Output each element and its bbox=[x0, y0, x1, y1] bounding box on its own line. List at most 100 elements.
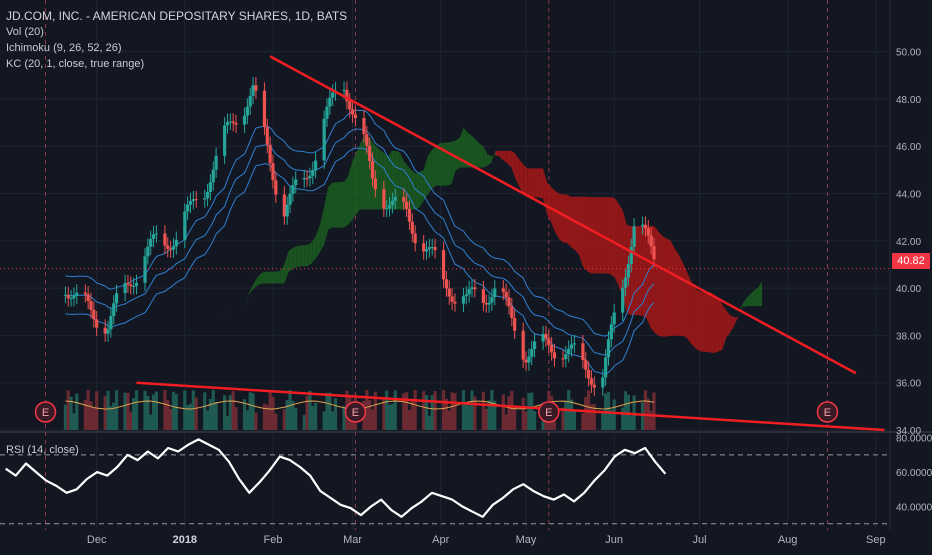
candle-body bbox=[428, 247, 431, 249]
volume-bar bbox=[135, 390, 138, 430]
candle-body bbox=[581, 343, 584, 360]
volume-bar bbox=[527, 393, 530, 430]
candle-body bbox=[135, 283, 138, 286]
candle-body bbox=[283, 194, 286, 216]
candle-body bbox=[311, 170, 314, 176]
candle-body bbox=[587, 370, 590, 379]
time-tick-label: Feb bbox=[263, 534, 282, 546]
candle-body bbox=[550, 345, 553, 352]
candle-body bbox=[115, 293, 118, 303]
earnings-marker-label: E bbox=[352, 407, 359, 419]
rsi-tick-label: 60.0000 bbox=[896, 468, 932, 479]
candle-body bbox=[624, 278, 627, 288]
candle-body bbox=[271, 163, 274, 180]
volume-bar bbox=[482, 392, 485, 430]
volume-bar bbox=[325, 393, 328, 430]
volume-bar bbox=[203, 392, 206, 430]
candle-body bbox=[382, 189, 385, 209]
volume-bar bbox=[570, 400, 573, 430]
candle-body bbox=[95, 319, 98, 327]
candle-body bbox=[92, 310, 95, 319]
volume-bar bbox=[129, 412, 132, 430]
cloud-segment bbox=[643, 226, 647, 318]
candle-body bbox=[593, 385, 596, 388]
price-tick-label: 42.00 bbox=[896, 237, 921, 248]
volume-bar bbox=[328, 393, 331, 430]
volume-bar bbox=[510, 391, 513, 430]
candle-body bbox=[328, 98, 331, 107]
volume-bar bbox=[294, 408, 297, 430]
cloud-segment bbox=[655, 226, 659, 336]
candle-body bbox=[163, 234, 166, 246]
earnings-marker-label: E bbox=[824, 407, 831, 419]
cloud-segment bbox=[280, 264, 284, 283]
candle-body bbox=[544, 334, 547, 338]
candle-body bbox=[405, 202, 408, 209]
cloud-segment bbox=[607, 197, 611, 274]
price-tick-label: 40.00 bbox=[896, 284, 921, 295]
earnings-marker-label: E bbox=[42, 407, 49, 419]
candle-body bbox=[473, 287, 476, 289]
cloud-segment bbox=[611, 197, 615, 277]
cloud-segment bbox=[670, 240, 674, 336]
volume-bar bbox=[584, 397, 587, 430]
candle-body bbox=[325, 107, 328, 119]
candle-body bbox=[650, 236, 653, 247]
volume-bar bbox=[303, 415, 306, 430]
candle-body bbox=[75, 293, 78, 296]
chart-title[interactable]: JD.COM, INC. - AMERICAN DEPOSITARY SHARE… bbox=[6, 8, 347, 24]
cloud-segment bbox=[575, 197, 579, 255]
rsi-tick-label: 80.0000 bbox=[896, 434, 932, 445]
volume-bar bbox=[448, 411, 451, 430]
volume-bar bbox=[67, 390, 70, 430]
volume-bar bbox=[206, 410, 209, 430]
cloud-segment bbox=[714, 295, 718, 353]
cloud-segment bbox=[487, 154, 491, 166]
candle-body bbox=[195, 199, 198, 200]
cloud-segment bbox=[193, 297, 197, 301]
cloud-segment bbox=[535, 168, 539, 197]
cloud-segment bbox=[340, 182, 344, 228]
volume-bar bbox=[246, 410, 249, 430]
cloud-segment bbox=[722, 305, 726, 350]
legend-volume[interactable]: Vol (20) bbox=[6, 24, 347, 40]
candle-body bbox=[84, 293, 87, 295]
candle-body bbox=[226, 122, 229, 125]
cloud-segment bbox=[169, 295, 173, 297]
legend-keltner[interactable]: KC (20, 1, close, true range) bbox=[6, 56, 347, 72]
candle-body bbox=[72, 296, 75, 298]
candle-body bbox=[647, 228, 650, 235]
volume-bar bbox=[573, 410, 576, 430]
cloud-segment bbox=[555, 191, 559, 239]
candle-body bbox=[513, 318, 516, 331]
volume-bar bbox=[124, 393, 127, 430]
candle-body bbox=[374, 178, 377, 189]
cloud-segment bbox=[499, 151, 503, 160]
candle-body bbox=[365, 134, 368, 146]
cloud-segment bbox=[587, 197, 591, 274]
candle-body bbox=[249, 96, 252, 107]
candle-body bbox=[414, 234, 417, 244]
candle-body bbox=[129, 285, 132, 287]
candle-body bbox=[391, 201, 394, 205]
volume-bar bbox=[564, 401, 567, 430]
candle-body bbox=[126, 283, 129, 285]
candle-body bbox=[229, 122, 232, 123]
volume-bar bbox=[172, 392, 175, 430]
candle-body bbox=[243, 116, 246, 125]
legend-ichimoku[interactable]: Ichimoku (9, 26, 52, 26) bbox=[6, 40, 347, 56]
volume-bar bbox=[212, 390, 215, 430]
cloud-segment bbox=[436, 143, 440, 185]
candle-body bbox=[263, 91, 266, 127]
volume-bar bbox=[502, 394, 505, 430]
rsi-legend[interactable]: RSI (14, close) bbox=[6, 444, 79, 456]
volume-bar bbox=[507, 396, 510, 430]
candle-body bbox=[314, 160, 317, 170]
candle-body bbox=[362, 118, 365, 134]
cloud-segment bbox=[352, 153, 356, 220]
candle-body bbox=[368, 146, 371, 161]
candle-body bbox=[132, 286, 135, 287]
cloud-segment bbox=[563, 194, 567, 243]
cloud-segment bbox=[694, 288, 698, 351]
last-price-tag: 40.82 bbox=[892, 253, 930, 269]
